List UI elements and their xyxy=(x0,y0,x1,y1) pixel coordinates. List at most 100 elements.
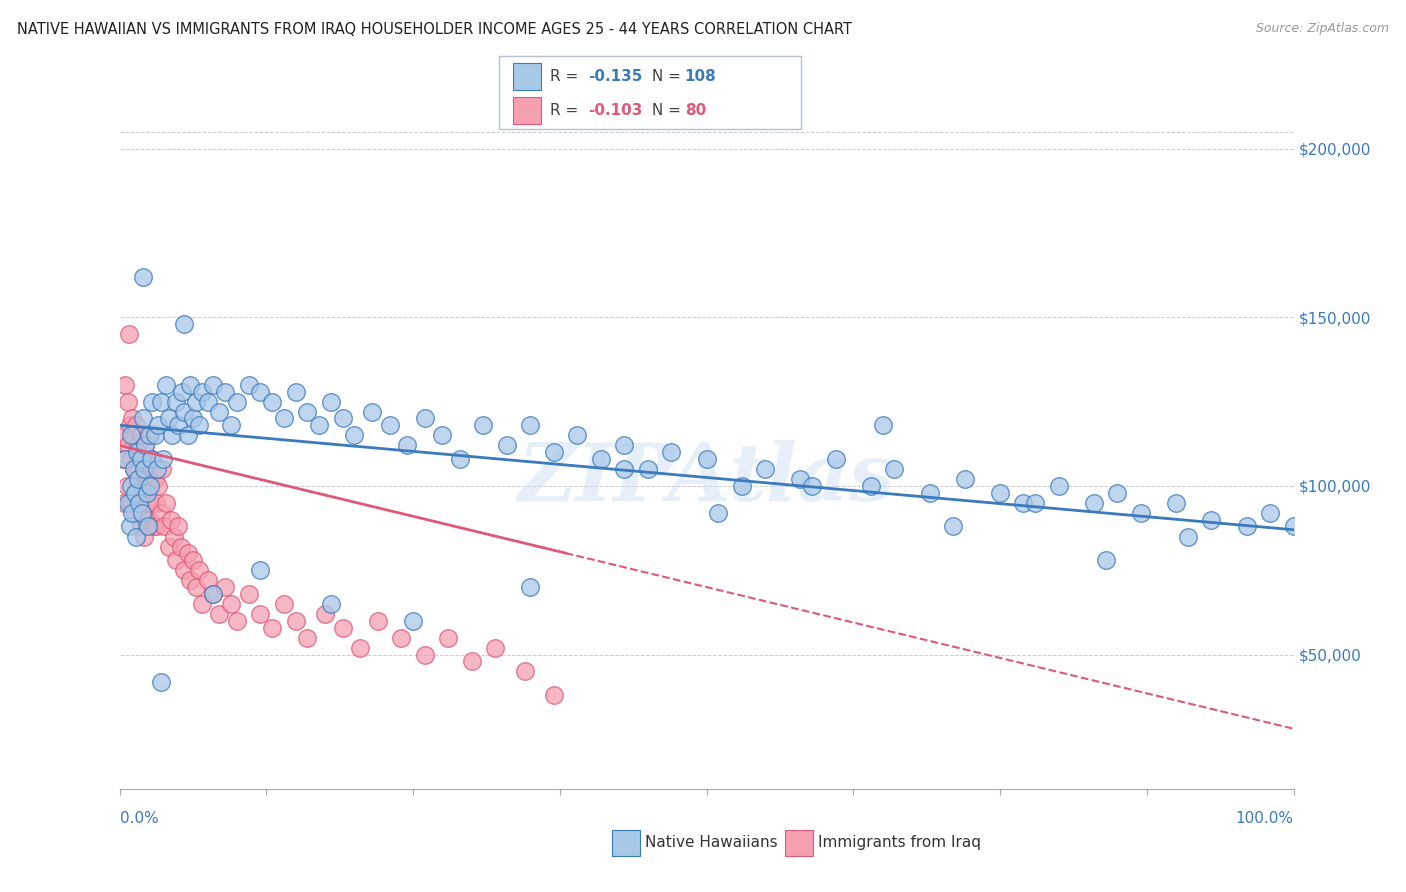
Point xyxy=(124,485,146,500)
Point xyxy=(129,428,152,442)
Point xyxy=(141,394,163,409)
Point xyxy=(122,428,145,442)
Text: R =: R = xyxy=(550,70,583,84)
Point xyxy=(125,529,148,543)
Point xyxy=(238,587,260,601)
Point xyxy=(918,485,941,500)
Point xyxy=(496,438,519,452)
Text: N =: N = xyxy=(647,70,686,84)
Point xyxy=(249,384,271,399)
Point xyxy=(953,472,976,486)
Point xyxy=(120,428,142,442)
Point xyxy=(129,519,152,533)
Point xyxy=(432,428,454,442)
Point xyxy=(139,428,162,442)
Point xyxy=(1094,553,1116,567)
Point xyxy=(872,418,894,433)
Point xyxy=(134,462,156,476)
Point xyxy=(132,506,155,520)
Point xyxy=(262,394,284,409)
Point xyxy=(122,462,145,476)
Point xyxy=(120,519,142,533)
Point xyxy=(332,621,354,635)
Point xyxy=(297,631,319,645)
Point xyxy=(183,411,205,425)
Text: Native Hawaiians: Native Hawaiians xyxy=(645,836,778,850)
Point xyxy=(136,519,159,533)
Point xyxy=(184,394,207,409)
Text: -0.135: -0.135 xyxy=(588,70,643,84)
Point xyxy=(148,418,170,433)
Point xyxy=(402,614,425,628)
Text: 80: 80 xyxy=(685,103,706,118)
Point xyxy=(157,411,180,425)
Point xyxy=(138,472,160,486)
Point xyxy=(190,384,212,399)
Point xyxy=(131,506,153,520)
Point xyxy=(190,597,212,611)
Point xyxy=(859,479,882,493)
Point xyxy=(449,452,471,467)
Text: Source: ZipAtlas.com: Source: ZipAtlas.com xyxy=(1256,22,1389,36)
Point xyxy=(219,597,242,611)
Point xyxy=(124,506,146,520)
Point xyxy=(142,519,165,533)
Point xyxy=(138,513,160,527)
Point xyxy=(214,580,236,594)
Point xyxy=(132,411,155,425)
Point xyxy=(170,384,193,399)
Point xyxy=(146,462,169,476)
Point xyxy=(988,485,1011,500)
Point xyxy=(696,452,718,467)
Point xyxy=(176,546,198,560)
Point xyxy=(308,418,330,433)
Point xyxy=(801,479,824,493)
Point xyxy=(167,519,190,533)
Point xyxy=(127,445,149,459)
Point xyxy=(543,445,565,459)
Point xyxy=(134,479,156,493)
Point xyxy=(131,479,153,493)
Point xyxy=(543,688,565,702)
Point xyxy=(1083,496,1105,510)
Point xyxy=(128,472,150,486)
Point xyxy=(273,597,295,611)
Point xyxy=(519,418,541,433)
Point xyxy=(143,428,166,442)
Point xyxy=(1047,479,1070,493)
Point xyxy=(117,496,139,510)
Point xyxy=(472,418,495,433)
Point xyxy=(146,519,169,533)
Point xyxy=(155,496,177,510)
Point xyxy=(349,640,371,655)
Point xyxy=(197,394,219,409)
Point xyxy=(155,377,177,392)
Point xyxy=(120,418,142,433)
Point xyxy=(249,607,271,621)
Point xyxy=(637,462,659,476)
Point xyxy=(519,580,541,594)
Point xyxy=(167,418,190,433)
Point xyxy=(134,438,156,452)
Point xyxy=(132,269,155,284)
Point xyxy=(361,405,384,419)
Point xyxy=(112,496,135,510)
Point xyxy=(942,519,965,533)
Text: 108: 108 xyxy=(685,70,717,84)
Point xyxy=(1107,485,1129,500)
Point xyxy=(165,394,187,409)
Point xyxy=(1258,506,1281,520)
Text: N =: N = xyxy=(647,103,686,118)
Point xyxy=(162,428,184,442)
Point xyxy=(112,452,135,467)
Point xyxy=(284,384,307,399)
Point xyxy=(141,452,163,467)
Point xyxy=(413,411,436,425)
Point xyxy=(396,438,419,452)
Point xyxy=(149,506,172,520)
Point xyxy=(1282,519,1305,533)
Point xyxy=(1164,496,1187,510)
Point xyxy=(613,462,636,476)
Point xyxy=(284,614,307,628)
Point xyxy=(389,631,412,645)
